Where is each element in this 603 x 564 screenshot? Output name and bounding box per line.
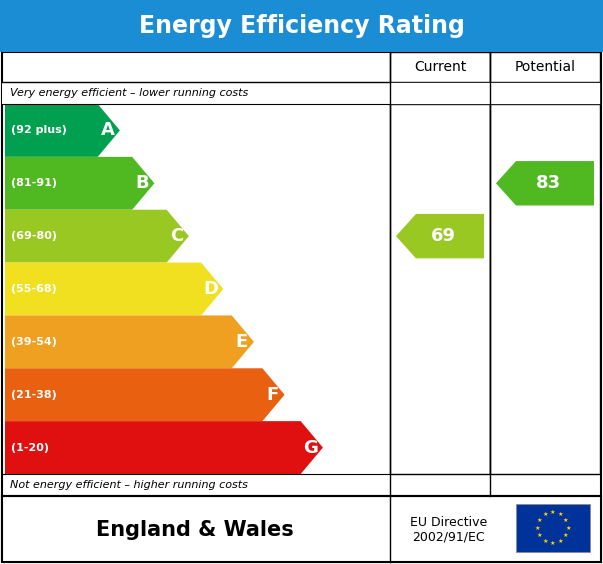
Text: 83: 83 (535, 174, 561, 192)
Text: England & Wales: England & Wales (96, 520, 294, 540)
Text: A: A (101, 121, 115, 139)
Text: Potential: Potential (514, 60, 575, 74)
Bar (390, 82, 490, 104)
Polygon shape (396, 214, 484, 258)
Text: D: D (204, 280, 219, 298)
Bar (490, 104, 600, 474)
Text: ★: ★ (542, 512, 548, 517)
Text: Current: Current (414, 60, 466, 74)
Text: (92 plus): (92 plus) (11, 125, 67, 135)
Polygon shape (5, 157, 154, 210)
Text: ★: ★ (558, 539, 563, 544)
Text: (1-20): (1-20) (11, 443, 49, 452)
Text: ★: ★ (565, 526, 571, 531)
Polygon shape (5, 104, 120, 157)
Bar (390, 104, 490, 474)
Polygon shape (5, 421, 323, 474)
Polygon shape (5, 315, 254, 368)
Text: 69: 69 (431, 227, 455, 245)
Text: (21-38): (21-38) (11, 390, 57, 400)
Text: (81-91): (81-91) (11, 178, 57, 188)
Text: F: F (267, 386, 279, 404)
Text: (55-68): (55-68) (11, 284, 57, 294)
Text: Energy Efficiency Rating: Energy Efficiency Rating (139, 14, 464, 38)
Bar (490, 82, 600, 104)
Text: ★: ★ (535, 526, 540, 531)
Bar (390, 52, 490, 82)
Text: ★: ★ (563, 533, 569, 538)
Polygon shape (5, 210, 189, 263)
Polygon shape (496, 161, 594, 205)
Text: ★: ★ (563, 518, 569, 523)
Text: C: C (170, 227, 183, 245)
Bar (0, 0, 603, 52)
Text: ★: ★ (550, 541, 555, 546)
Text: Not energy efficient – higher running costs: Not energy efficient – higher running co… (10, 480, 248, 490)
Text: ★: ★ (537, 518, 543, 523)
Text: ★: ★ (550, 510, 555, 515)
Text: Very energy efficient – lower running costs: Very energy efficient – lower running co… (10, 88, 248, 98)
Text: ★: ★ (537, 533, 543, 538)
Bar (516, 504, 590, 553)
Text: E: E (236, 333, 248, 351)
Polygon shape (5, 368, 285, 421)
Text: (39-54): (39-54) (11, 337, 57, 347)
Bar (2, 496, 601, 562)
Text: G: G (303, 439, 318, 457)
Text: ★: ★ (542, 539, 548, 544)
Polygon shape (5, 263, 223, 315)
Bar (2, 82, 390, 104)
Text: EU Directive
2002/91/EC: EU Directive 2002/91/EC (410, 516, 487, 544)
Text: (69-80): (69-80) (11, 231, 57, 241)
Text: B: B (135, 174, 149, 192)
Bar (490, 52, 600, 82)
Text: ★: ★ (558, 512, 563, 517)
